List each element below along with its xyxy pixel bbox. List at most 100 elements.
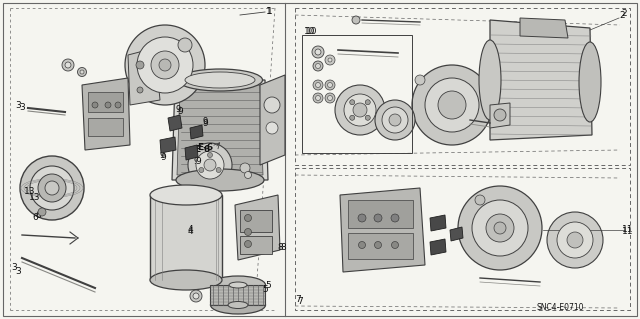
Circle shape xyxy=(199,167,204,173)
Circle shape xyxy=(415,75,425,85)
Circle shape xyxy=(392,241,399,249)
Circle shape xyxy=(374,214,382,222)
Polygon shape xyxy=(128,48,160,105)
Circle shape xyxy=(349,115,355,120)
Circle shape xyxy=(115,102,121,108)
Circle shape xyxy=(328,58,332,62)
Polygon shape xyxy=(340,188,425,272)
Polygon shape xyxy=(82,78,130,150)
Circle shape xyxy=(204,159,216,171)
Circle shape xyxy=(244,241,252,248)
Text: 3: 3 xyxy=(19,103,25,113)
Polygon shape xyxy=(430,215,446,231)
Bar xyxy=(295,168,630,310)
Polygon shape xyxy=(160,137,176,153)
Circle shape xyxy=(178,38,192,52)
Circle shape xyxy=(244,214,252,221)
Bar xyxy=(348,233,413,259)
Circle shape xyxy=(77,68,86,77)
Text: 8: 8 xyxy=(277,243,283,253)
Text: 3: 3 xyxy=(15,268,21,277)
Circle shape xyxy=(151,51,179,79)
Circle shape xyxy=(125,25,205,105)
Circle shape xyxy=(425,78,479,132)
Circle shape xyxy=(137,37,193,93)
Ellipse shape xyxy=(479,40,501,120)
Circle shape xyxy=(494,109,506,121)
Circle shape xyxy=(38,174,66,202)
Text: 9: 9 xyxy=(193,157,198,166)
Circle shape xyxy=(438,91,466,119)
Circle shape xyxy=(458,186,542,270)
Circle shape xyxy=(374,241,381,249)
Circle shape xyxy=(65,62,71,68)
Circle shape xyxy=(325,80,335,90)
Circle shape xyxy=(475,195,485,205)
Bar xyxy=(88,118,123,136)
Polygon shape xyxy=(172,80,268,180)
Circle shape xyxy=(313,80,323,90)
Text: 5: 5 xyxy=(262,286,268,294)
Text: 6: 6 xyxy=(35,211,41,219)
Circle shape xyxy=(557,222,593,258)
Text: 11: 11 xyxy=(622,227,634,236)
Circle shape xyxy=(190,290,202,302)
Circle shape xyxy=(240,163,250,173)
Text: 3: 3 xyxy=(15,100,21,109)
Polygon shape xyxy=(430,239,446,255)
Text: 10: 10 xyxy=(304,27,316,36)
Circle shape xyxy=(391,214,399,222)
Ellipse shape xyxy=(185,72,255,88)
Circle shape xyxy=(353,103,367,117)
Circle shape xyxy=(486,214,514,242)
Circle shape xyxy=(244,172,252,179)
Circle shape xyxy=(365,115,371,120)
Circle shape xyxy=(325,55,335,65)
Circle shape xyxy=(328,95,333,100)
Polygon shape xyxy=(520,18,568,38)
Circle shape xyxy=(316,63,321,69)
Text: 7: 7 xyxy=(297,298,303,307)
Circle shape xyxy=(159,59,171,71)
Circle shape xyxy=(358,241,365,249)
Ellipse shape xyxy=(579,42,601,122)
Circle shape xyxy=(62,59,74,71)
Text: 13: 13 xyxy=(29,194,41,203)
Circle shape xyxy=(216,167,221,173)
Circle shape xyxy=(335,85,385,135)
Text: 9: 9 xyxy=(160,152,166,161)
Text: 9: 9 xyxy=(175,106,180,115)
Polygon shape xyxy=(177,85,263,175)
Text: 5: 5 xyxy=(265,280,271,290)
Bar xyxy=(240,210,272,232)
Circle shape xyxy=(358,214,366,222)
Circle shape xyxy=(105,102,111,108)
Bar xyxy=(150,195,222,280)
Circle shape xyxy=(20,156,84,220)
Polygon shape xyxy=(190,125,203,139)
Circle shape xyxy=(313,93,323,103)
Circle shape xyxy=(316,83,321,87)
Circle shape xyxy=(567,232,583,248)
Circle shape xyxy=(136,61,144,69)
Circle shape xyxy=(45,181,59,195)
Text: E-6: E-6 xyxy=(197,144,213,152)
Text: 10: 10 xyxy=(307,26,317,35)
Polygon shape xyxy=(490,20,592,140)
Ellipse shape xyxy=(229,282,247,288)
Bar xyxy=(240,236,272,254)
Circle shape xyxy=(412,65,492,145)
Ellipse shape xyxy=(150,270,222,290)
Ellipse shape xyxy=(211,296,266,314)
Text: E-6: E-6 xyxy=(194,145,210,154)
Polygon shape xyxy=(450,227,463,241)
Bar xyxy=(88,92,123,112)
Circle shape xyxy=(365,100,371,105)
Polygon shape xyxy=(235,195,280,260)
Text: 9: 9 xyxy=(202,117,207,127)
Circle shape xyxy=(264,97,280,113)
Text: 9: 9 xyxy=(159,151,164,160)
Text: 12: 12 xyxy=(275,143,287,152)
Text: 3: 3 xyxy=(11,263,17,272)
Circle shape xyxy=(325,93,335,103)
